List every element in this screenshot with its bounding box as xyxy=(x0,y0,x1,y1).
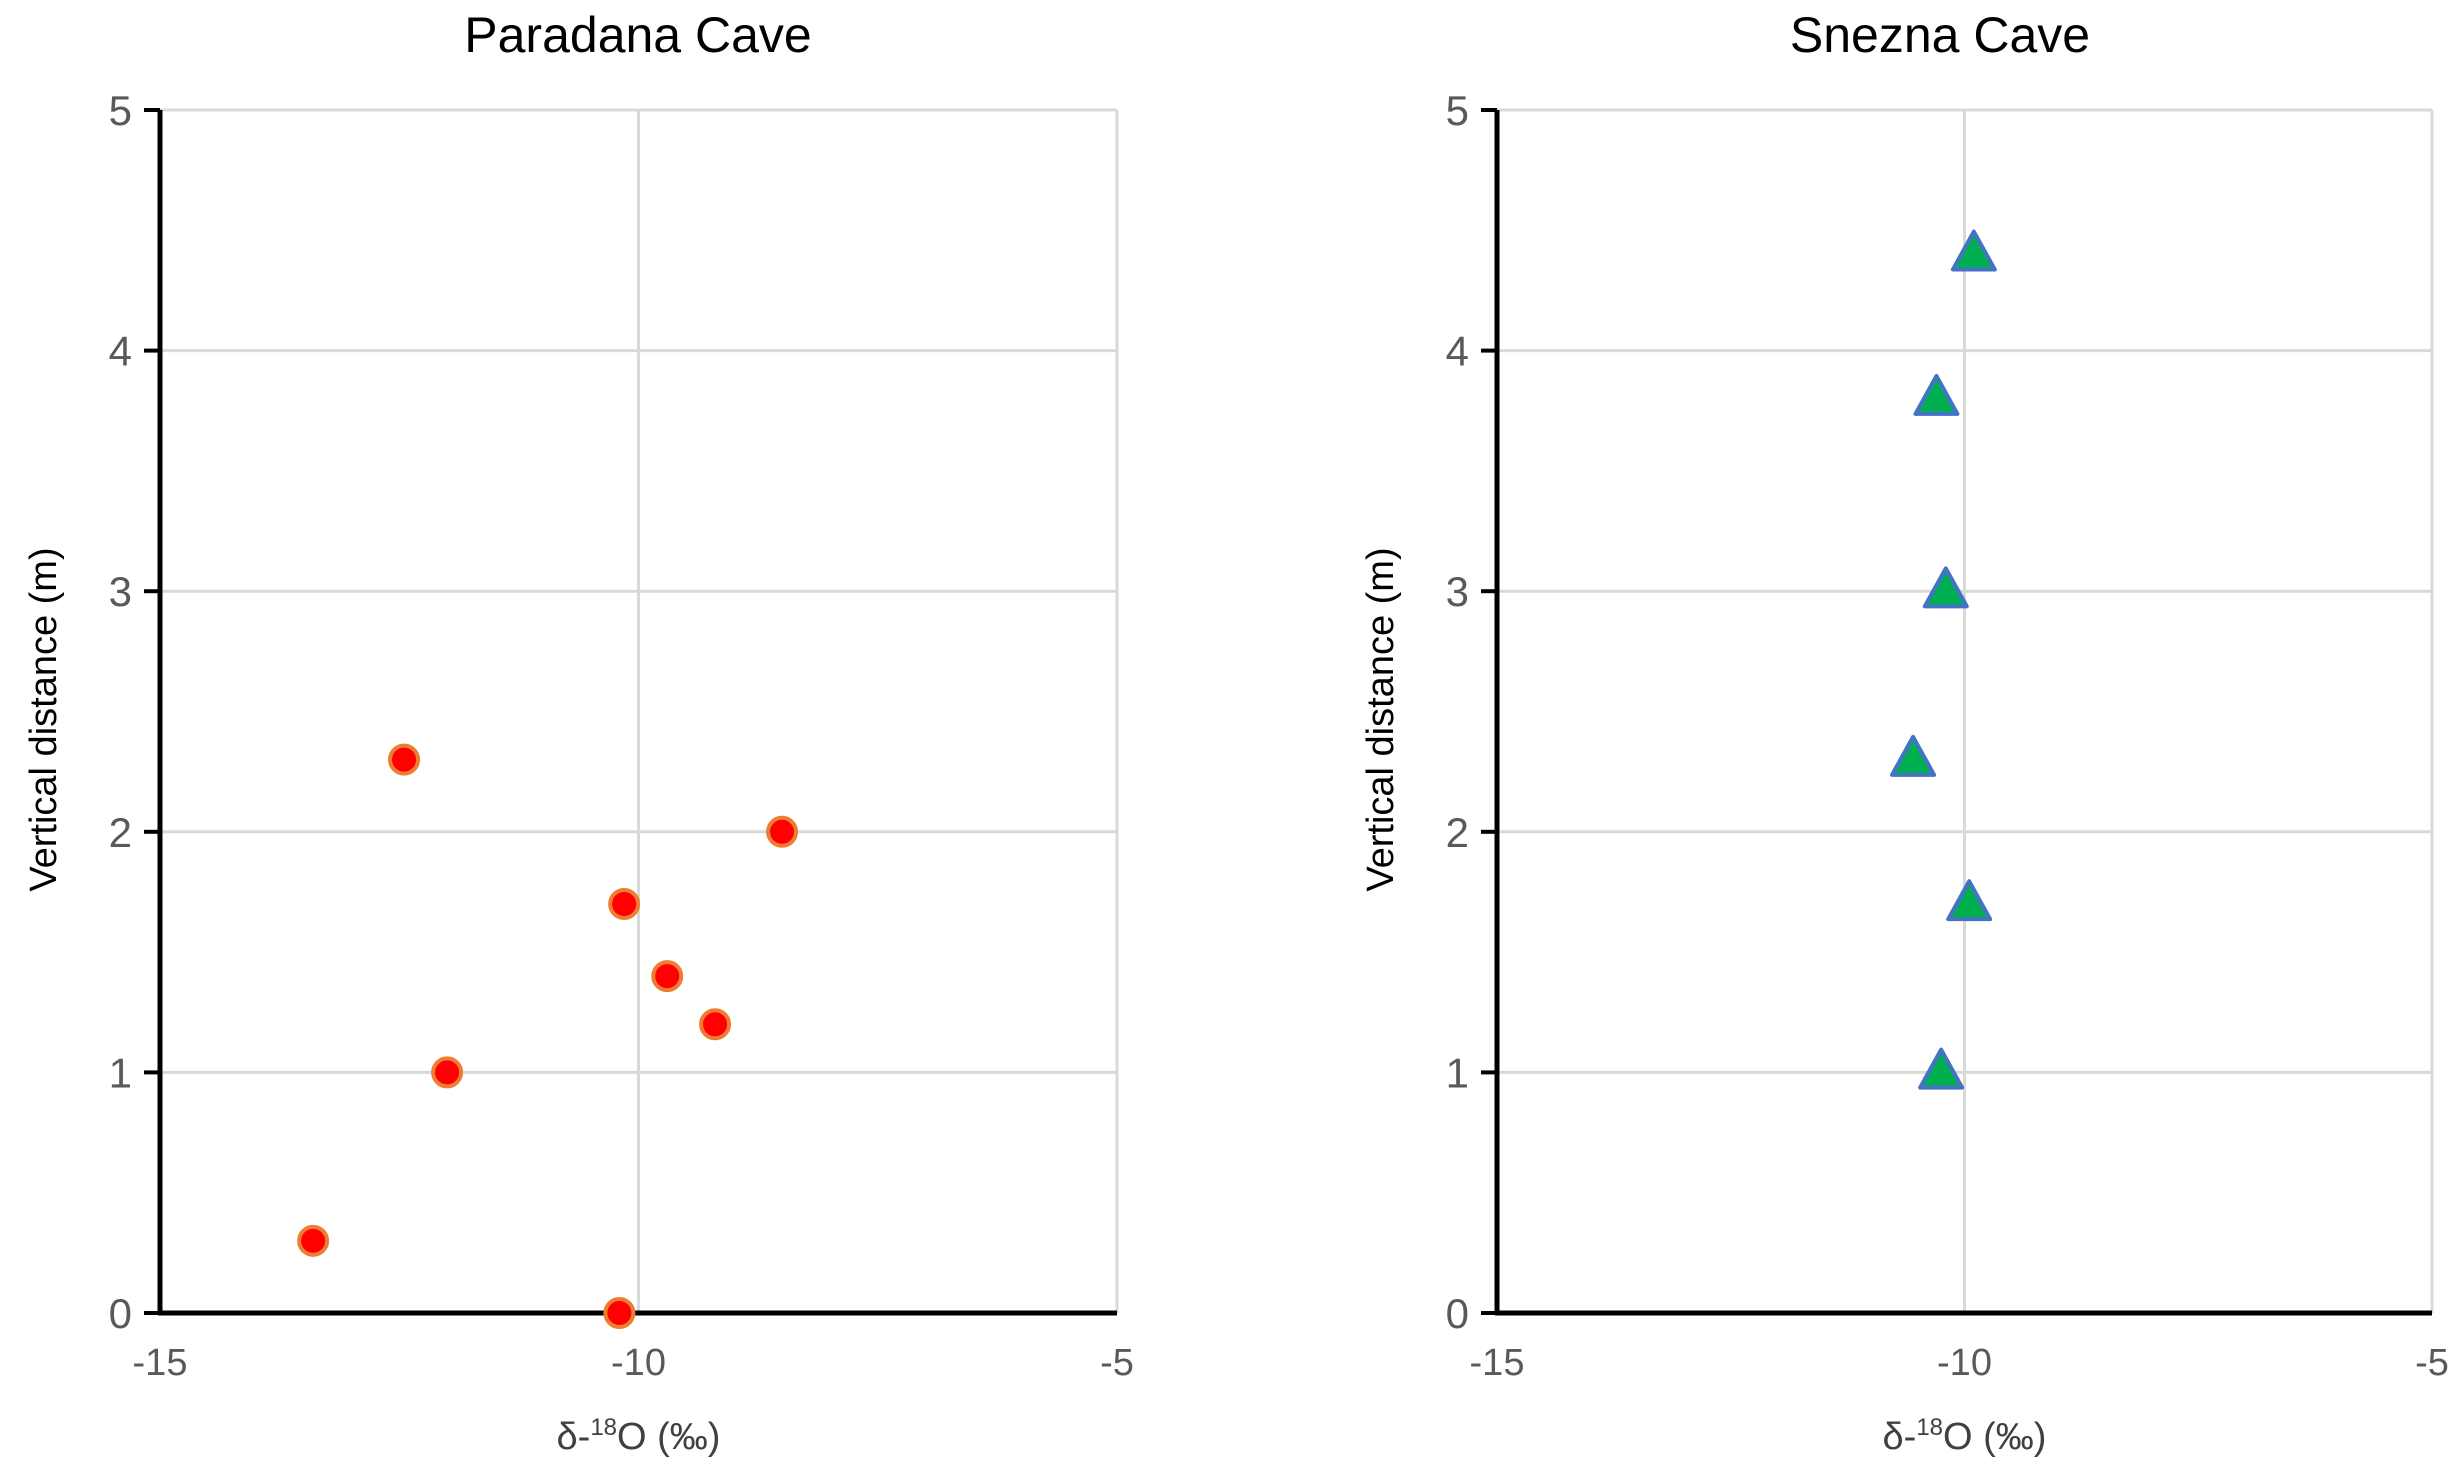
x-tick-label: -10 xyxy=(1937,1342,1992,1384)
chart-title: Paradana Cave xyxy=(464,7,811,63)
x-axis-label-suffix: O (‰) xyxy=(617,1416,720,1458)
x-axis-label: δ-18O (‰) xyxy=(1883,1414,2047,1458)
data-point xyxy=(388,743,421,776)
chart-title: Snezna Cave xyxy=(1790,7,2090,63)
data-point xyxy=(699,1008,732,1041)
data-point xyxy=(766,815,799,848)
y-tick-label: 1 xyxy=(1446,1049,1469,1096)
x-axis-label-superscript: 18 xyxy=(590,1414,617,1441)
y-axis-label: Vertical distance (m) xyxy=(23,547,65,891)
x-tick-label: -15 xyxy=(1470,1342,1525,1384)
data-point xyxy=(1918,1047,1965,1090)
x-axis-label-superscript: 18 xyxy=(1916,1414,1943,1441)
x-axis-label-prefix: δ- xyxy=(1883,1416,1917,1458)
y-tick-label: 1 xyxy=(109,1049,132,1096)
data-point xyxy=(1922,566,1969,609)
x-axis-label: δ-18O (‰) xyxy=(557,1414,721,1458)
data-point xyxy=(1890,734,1937,777)
data-point xyxy=(1946,879,1993,922)
y-tick-label: 5 xyxy=(1446,87,1469,134)
data-point xyxy=(603,1297,636,1329)
y-tick-label: 3 xyxy=(109,568,132,615)
y-tick-label: 2 xyxy=(1446,809,1469,856)
y-tick-label: 0 xyxy=(1446,1290,1469,1337)
data-point xyxy=(1950,229,1997,272)
chart-snezna-cave: 0 1 2 3 4 5 -15 -10 -5 Snezna Cave δ-18O (‰) Vertic… xyxy=(1360,7,2449,1458)
data-point xyxy=(608,887,641,920)
y-tick-label: 2 xyxy=(109,809,132,856)
y-tick-label: 3 xyxy=(1446,568,1469,615)
y-axis-label: Vertical distance (m) xyxy=(1360,547,1402,891)
x-tick-label: -5 xyxy=(2415,1342,2449,1384)
y-tick-label: 0 xyxy=(109,1290,132,1337)
data-point xyxy=(431,1056,464,1089)
data-point xyxy=(651,960,684,993)
y-tick-label: 4 xyxy=(109,328,132,375)
data-point xyxy=(297,1224,330,1257)
x-axis-label-suffix: O (‰) xyxy=(1943,1416,2046,1458)
chart-paradana-cave: 0 1 2 3 4 5 -15 -10 -5 Paradana Cave δ-18O (‰) Vert… xyxy=(23,7,1134,1458)
x-tick-label: -15 xyxy=(133,1342,188,1384)
x-tick-label: -10 xyxy=(611,1342,666,1384)
y-tick-label: 5 xyxy=(109,87,132,134)
x-tick-label: -5 xyxy=(1100,1342,1134,1384)
y-tick-label: 4 xyxy=(1446,328,1469,375)
data-point xyxy=(1913,373,1960,416)
x-axis-label-prefix: δ- xyxy=(557,1416,591,1458)
